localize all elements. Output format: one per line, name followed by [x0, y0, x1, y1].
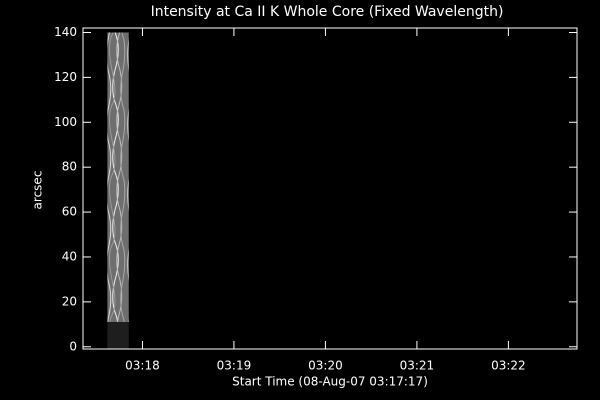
x-tick-label: 03:18 — [125, 359, 160, 373]
x-tick-label: 03:20 — [308, 359, 343, 373]
x-tick-label: 03:19 — [217, 359, 252, 373]
y-tick-label: 140 — [54, 25, 77, 39]
x-tick-label: 03:22 — [491, 359, 526, 373]
y-tick-label: 0 — [69, 339, 77, 353]
y-tick-label: 20 — [62, 294, 77, 308]
y-tick-label: 100 — [54, 115, 77, 129]
y-tick-label: 120 — [54, 70, 77, 84]
image — [107, 32, 129, 323]
y-tick-label: 40 — [62, 249, 77, 263]
x-tick-label: 03:21 — [400, 359, 435, 373]
y-tick-label: 80 — [62, 160, 77, 174]
image-dim — [107, 322, 129, 349]
y-axis-title: arcsec — [31, 171, 45, 210]
chart-title: Intensity at Ca II K Whole Core (Fixed W… — [151, 4, 504, 20]
y-tick-label: 60 — [62, 205, 77, 219]
plot-frame — [82, 27, 578, 350]
x-axis-title: Start Time (08-Aug-07 03:17:17) — [232, 375, 428, 389]
